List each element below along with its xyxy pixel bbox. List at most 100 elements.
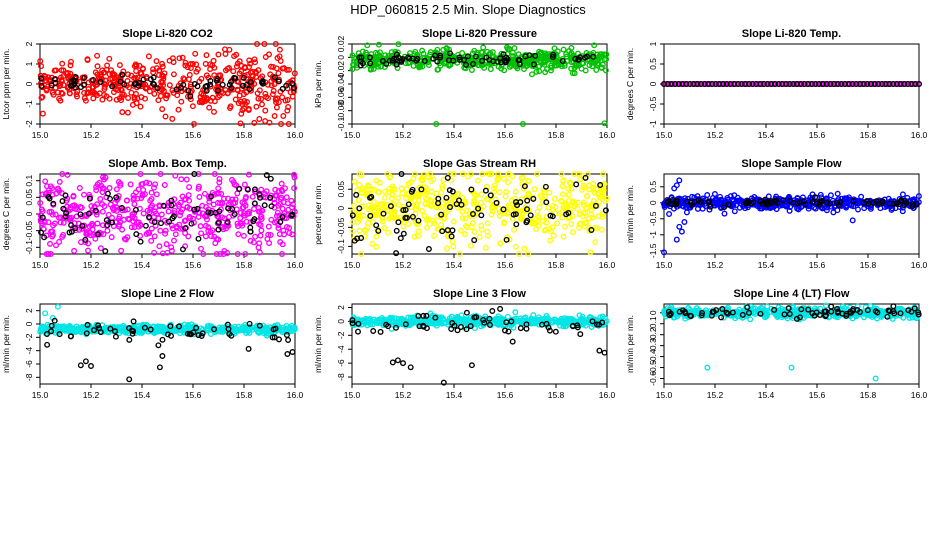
data-point	[415, 233, 422, 239]
data-point	[523, 325, 530, 332]
data-point	[135, 186, 142, 193]
data-point	[238, 110, 245, 117]
data-point	[232, 75, 239, 82]
data-point	[552, 328, 559, 335]
data-point	[60, 82, 67, 89]
data-point	[84, 56, 91, 63]
data-point	[185, 192, 192, 199]
data-point	[394, 65, 401, 71]
data-point	[502, 59, 509, 66]
data-point	[59, 198, 66, 205]
data-point	[584, 53, 590, 60]
data-point	[794, 81, 800, 87]
series-2	[44, 317, 296, 383]
data-point	[533, 319, 540, 326]
data-point	[72, 84, 79, 91]
data-point	[176, 55, 183, 62]
data-point	[379, 315, 385, 321]
data-point	[706, 206, 713, 213]
data-point	[58, 89, 65, 96]
x-tick-label: 15.4	[446, 130, 463, 140]
data-point	[255, 204, 262, 211]
data-point	[241, 181, 248, 188]
data-point	[717, 193, 723, 200]
data-point	[103, 93, 110, 100]
data-point	[267, 232, 274, 238]
data-point	[513, 221, 520, 228]
data-point	[255, 67, 262, 74]
y-tick-label: -0.5	[648, 360, 658, 375]
data-point	[86, 223, 93, 230]
data-point	[373, 243, 380, 250]
data-point	[575, 56, 582, 63]
data-point	[546, 51, 553, 58]
data-point	[279, 94, 286, 101]
data-point	[287, 89, 294, 96]
data-point	[134, 195, 141, 202]
data-point	[240, 212, 247, 219]
x-tick-label: 15.2	[707, 390, 724, 400]
data-point	[151, 208, 158, 215]
data-point	[283, 82, 290, 89]
data-point	[250, 239, 257, 246]
data-point	[886, 81, 893, 87]
y-axis-label: degrees C per min.	[1, 178, 11, 250]
data-point	[202, 60, 209, 67]
data-point	[137, 238, 144, 245]
data-point	[170, 59, 177, 66]
data-point	[542, 226, 549, 233]
data-point	[53, 67, 59, 74]
data-point	[48, 82, 55, 89]
data-point-outlier	[389, 359, 396, 366]
data-point-outlier	[54, 303, 61, 310]
data-point	[67, 62, 74, 69]
data-point	[286, 66, 292, 73]
data-point	[131, 201, 138, 208]
y-tick-label: -2	[336, 331, 346, 339]
x-tick-label: 15.6	[185, 390, 202, 400]
data-point	[450, 243, 457, 250]
data-point	[826, 200, 833, 207]
data-point	[506, 204, 513, 211]
data-point	[351, 237, 358, 244]
data-point	[252, 233, 259, 240]
data-point	[463, 326, 470, 333]
data-point	[291, 174, 298, 181]
data-point	[37, 58, 44, 65]
data-point	[243, 194, 249, 200]
data-point	[522, 53, 529, 60]
data-point	[272, 74, 278, 81]
data-point	[535, 212, 541, 219]
data-point-outlier	[159, 353, 166, 359]
data-point	[128, 327, 135, 334]
data-point	[186, 71, 193, 78]
data-point	[89, 206, 96, 213]
data-point-outlier	[394, 357, 401, 364]
data-point	[442, 211, 449, 218]
data-point	[600, 171, 607, 177]
data-point	[603, 56, 610, 63]
data-point	[355, 328, 361, 335]
data-point	[132, 61, 139, 68]
data-point	[488, 171, 495, 177]
data-point	[713, 197, 720, 204]
data-point	[801, 81, 808, 87]
data-point	[269, 91, 276, 98]
data-point	[425, 246, 432, 252]
data-point-outlier	[666, 211, 673, 217]
data-point	[546, 189, 553, 196]
data-point	[597, 182, 604, 188]
data-point	[272, 325, 279, 332]
data-point	[208, 209, 215, 216]
panel-title: Slope Line 2 Flow	[121, 288, 214, 300]
data-point	[491, 182, 498, 189]
data-point	[363, 49, 369, 56]
data-point	[195, 332, 202, 339]
data-point	[742, 81, 749, 87]
data-point	[246, 320, 253, 327]
plot-frame	[351, 303, 608, 385]
data-point	[449, 238, 456, 245]
plot-frame	[663, 173, 920, 255]
data-point	[364, 224, 371, 231]
